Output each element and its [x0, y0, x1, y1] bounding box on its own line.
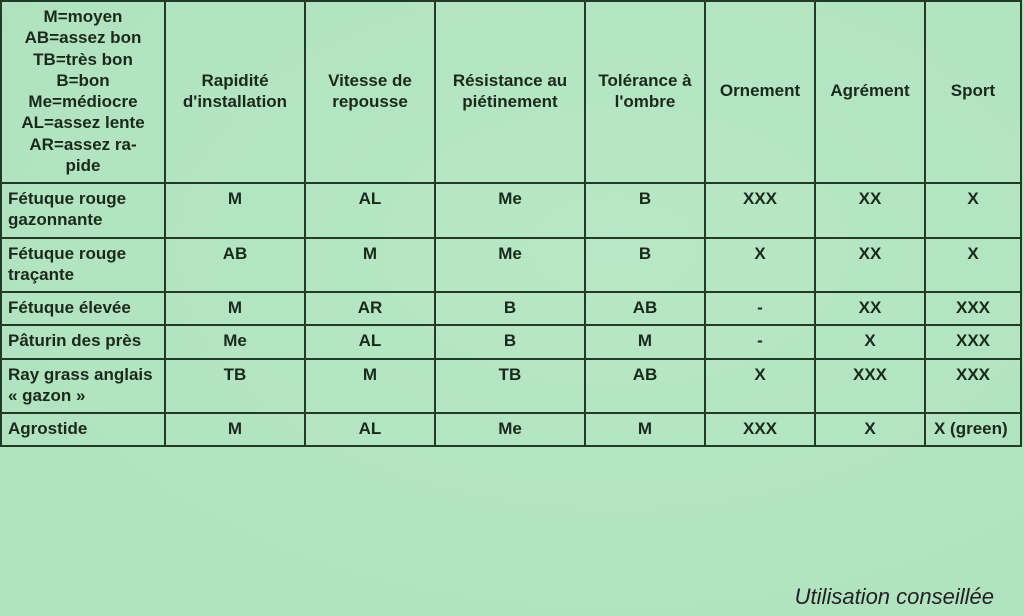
table-row: Pâturin des près Me AL B M - X XXX: [1, 325, 1021, 358]
col-header-rapidite: Rapidité d'installation: [165, 1, 305, 183]
table-header-row: M=moyen AB=assez bon TB=très bon B=bon M…: [1, 1, 1021, 183]
footer-caption: Utilisation conseillée: [795, 584, 994, 610]
legend-line: M=moyen: [8, 6, 158, 27]
cell: XXX: [705, 413, 815, 446]
page-root: M=moyen AB=assez bon TB=très bon B=bon M…: [0, 0, 1024, 616]
cell: M: [165, 183, 305, 238]
col-header-sport: Sport: [925, 1, 1021, 183]
cell: X: [705, 238, 815, 293]
row-name: Fétuque rouge traçante: [1, 238, 165, 293]
legend-line: B=bon: [8, 70, 158, 91]
cell: X: [925, 238, 1021, 293]
table-row: Agrostide M AL Me M XXX X X (green): [1, 413, 1021, 446]
cell: XXX: [925, 292, 1021, 325]
cell: M: [585, 325, 705, 358]
cell: XXX: [705, 183, 815, 238]
row-name: Fétuque élevée: [1, 292, 165, 325]
legend-line: AL=assez lente: [8, 112, 158, 133]
cell: AL: [305, 183, 435, 238]
cell: XX: [815, 183, 925, 238]
cell: X: [705, 359, 815, 414]
cell: X: [925, 183, 1021, 238]
table-row: Fétuque élevée M AR B AB - XX XXX: [1, 292, 1021, 325]
cell: B: [435, 292, 585, 325]
col-header-ornement: Ornement: [705, 1, 815, 183]
cell: M: [585, 413, 705, 446]
row-name: Pâturin des près: [1, 325, 165, 358]
legend-line: AB=assez bon: [8, 27, 158, 48]
legend-line: Me=médiocre: [8, 91, 158, 112]
legend-line: AR=assez ra-: [8, 134, 158, 155]
cell: AL: [305, 413, 435, 446]
cell: XX: [815, 292, 925, 325]
col-header-resistance: Résistance au piétinement: [435, 1, 585, 183]
cell: B: [435, 325, 585, 358]
cell: XXX: [815, 359, 925, 414]
cell: Me: [435, 413, 585, 446]
cell: -: [705, 292, 815, 325]
cell: AB: [585, 292, 705, 325]
col-header-agrement: Agrément: [815, 1, 925, 183]
cell: AL: [305, 325, 435, 358]
table-row: Fétuque rouge traçante AB M Me B X XX X: [1, 238, 1021, 293]
cell: Me: [165, 325, 305, 358]
cell: TB: [435, 359, 585, 414]
cell: B: [585, 183, 705, 238]
col-header-vitesse: Vitesse de repousse: [305, 1, 435, 183]
cell: M: [165, 292, 305, 325]
cell: AB: [585, 359, 705, 414]
row-name: Fétuque rouge gazonnante: [1, 183, 165, 238]
row-name: Agrostide: [1, 413, 165, 446]
cell: -: [705, 325, 815, 358]
table-row: Ray grass anglais « gazon » TB M TB AB X…: [1, 359, 1021, 414]
cell: AB: [165, 238, 305, 293]
cell: Me: [435, 183, 585, 238]
cell: X (green): [925, 413, 1021, 446]
cell: TB: [165, 359, 305, 414]
legend-line: TB=très bon: [8, 49, 158, 70]
cell: Me: [435, 238, 585, 293]
legend-line: pide: [8, 155, 158, 176]
col-header-tolerance: Tolérance à l'ombre: [585, 1, 705, 183]
cell: AR: [305, 292, 435, 325]
cell: X: [815, 413, 925, 446]
cell: X: [815, 325, 925, 358]
cell: XXX: [925, 325, 1021, 358]
cell: M: [305, 238, 435, 293]
legend-cell: M=moyen AB=assez bon TB=très bon B=bon M…: [1, 1, 165, 183]
table-row: Fétuque rouge gazonnante M AL Me B XXX X…: [1, 183, 1021, 238]
grass-species-table: M=moyen AB=assez bon TB=très bon B=bon M…: [0, 0, 1022, 447]
row-name: Ray grass anglais « gazon »: [1, 359, 165, 414]
cell: M: [165, 413, 305, 446]
cell: XXX: [925, 359, 1021, 414]
cell: M: [305, 359, 435, 414]
table-body: Fétuque rouge gazonnante M AL Me B XXX X…: [1, 183, 1021, 446]
cell: B: [585, 238, 705, 293]
cell: XX: [815, 238, 925, 293]
